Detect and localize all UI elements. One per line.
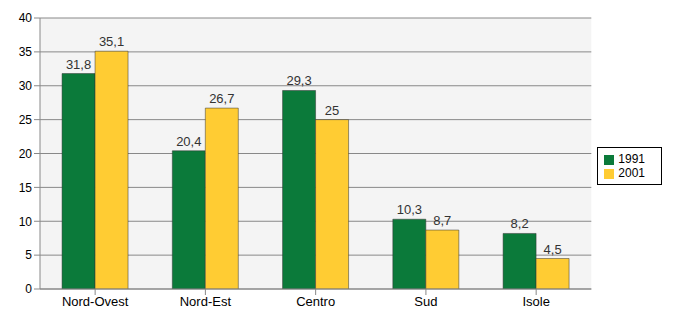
html-text:2001: 2001	[618, 166, 645, 180]
svg-text:20: 20	[19, 147, 33, 161]
svg-text:40: 40	[19, 11, 33, 25]
svg-text:25: 25	[325, 103, 339, 118]
svg-text:8,7: 8,7	[433, 213, 451, 228]
svg-text:15: 15	[19, 181, 33, 195]
svg-text:4,5: 4,5	[544, 242, 562, 257]
svg-text:Nord-Ovest: Nord-Ovest	[62, 294, 129, 309]
svg-text:35: 35	[19, 45, 33, 59]
svg-text:Isole: Isole	[522, 294, 549, 309]
svg-text:Centro: Centro	[296, 294, 335, 309]
svg-text:5: 5	[25, 248, 32, 262]
svg-text:10: 10	[19, 215, 33, 229]
svg-text:31,8: 31,8	[66, 57, 91, 72]
html-text:1991: 1991	[618, 152, 645, 166]
svg-text:0: 0	[25, 282, 32, 296]
svg-text:30: 30	[19, 79, 33, 93]
svg-text:10,3: 10,3	[397, 202, 422, 217]
svg-text:25: 25	[19, 113, 33, 127]
svg-text:Sud: Sud	[414, 294, 437, 309]
svg-text:Nord-Est: Nord-Est	[180, 294, 232, 309]
svg-text:29,3: 29,3	[286, 73, 311, 88]
svg-text:26,7: 26,7	[209, 91, 234, 106]
svg-text:8,2: 8,2	[511, 216, 529, 231]
svg-text:35,1: 35,1	[99, 34, 124, 49]
svg-text:20,4: 20,4	[176, 134, 201, 149]
